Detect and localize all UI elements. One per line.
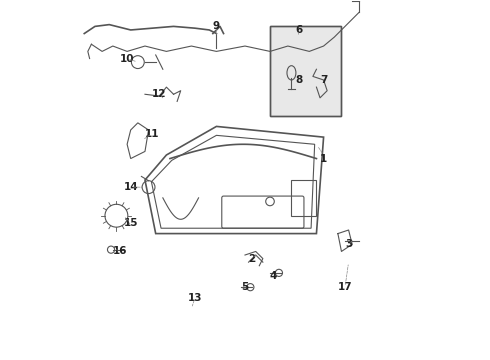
Text: 8: 8 bbox=[295, 75, 302, 85]
Text: 14: 14 bbox=[123, 182, 138, 192]
Text: 11: 11 bbox=[145, 129, 159, 139]
Text: 16: 16 bbox=[113, 247, 127, 256]
Text: 4: 4 bbox=[270, 271, 277, 282]
Text: 12: 12 bbox=[152, 89, 167, 99]
Text: 3: 3 bbox=[345, 239, 352, 249]
Text: 2: 2 bbox=[248, 253, 256, 264]
Text: 9: 9 bbox=[213, 21, 220, 31]
Text: 15: 15 bbox=[123, 218, 138, 228]
Text: 1: 1 bbox=[320, 154, 327, 163]
Text: 7: 7 bbox=[320, 75, 327, 85]
Text: 13: 13 bbox=[188, 293, 202, 303]
Text: 10: 10 bbox=[120, 54, 134, 64]
Text: 17: 17 bbox=[338, 282, 352, 292]
FancyBboxPatch shape bbox=[270, 26, 342, 116]
Text: 5: 5 bbox=[242, 282, 248, 292]
Text: 6: 6 bbox=[295, 25, 302, 35]
